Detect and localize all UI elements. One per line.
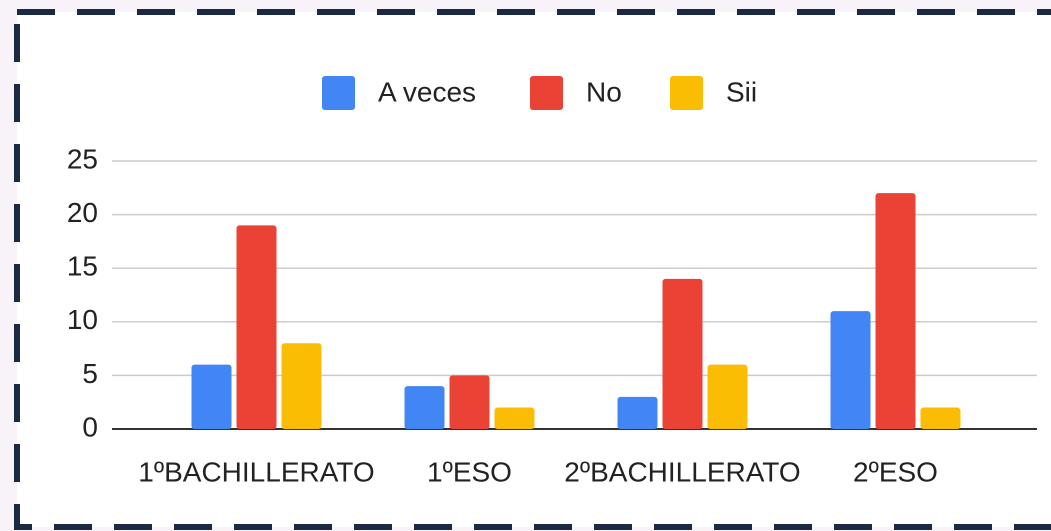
legend-label: No	[586, 76, 622, 107]
bar	[875, 193, 916, 429]
legend-label: A veces	[378, 76, 476, 107]
y-tick-label: 25	[67, 143, 98, 174]
bar	[830, 311, 871, 429]
bar	[920, 407, 961, 429]
bar	[236, 225, 277, 429]
y-tick-label: 15	[67, 251, 98, 282]
bar	[404, 386, 445, 429]
x-tick-label: 2ºESO	[853, 456, 938, 487]
bar	[449, 375, 490, 429]
y-tick-label: 20	[67, 197, 98, 228]
x-tick-label: 2ºBACHILLERATO	[564, 456, 800, 487]
legend-label: Sii	[726, 76, 757, 107]
x-tick-label: 1ºBACHILLERATO	[138, 456, 374, 487]
bar	[494, 407, 535, 429]
bar	[191, 364, 232, 429]
legend-swatch	[322, 76, 355, 110]
bar	[662, 278, 703, 429]
bar	[707, 364, 748, 429]
y-tick-label: 5	[82, 358, 98, 389]
legend-swatch	[670, 76, 703, 110]
legend-swatch	[530, 76, 563, 110]
bar	[281, 343, 322, 429]
bar	[617, 396, 658, 429]
y-tick-label: 0	[82, 411, 98, 442]
x-tick-label: 1ºESO	[427, 456, 512, 487]
y-tick-label: 10	[67, 304, 98, 335]
